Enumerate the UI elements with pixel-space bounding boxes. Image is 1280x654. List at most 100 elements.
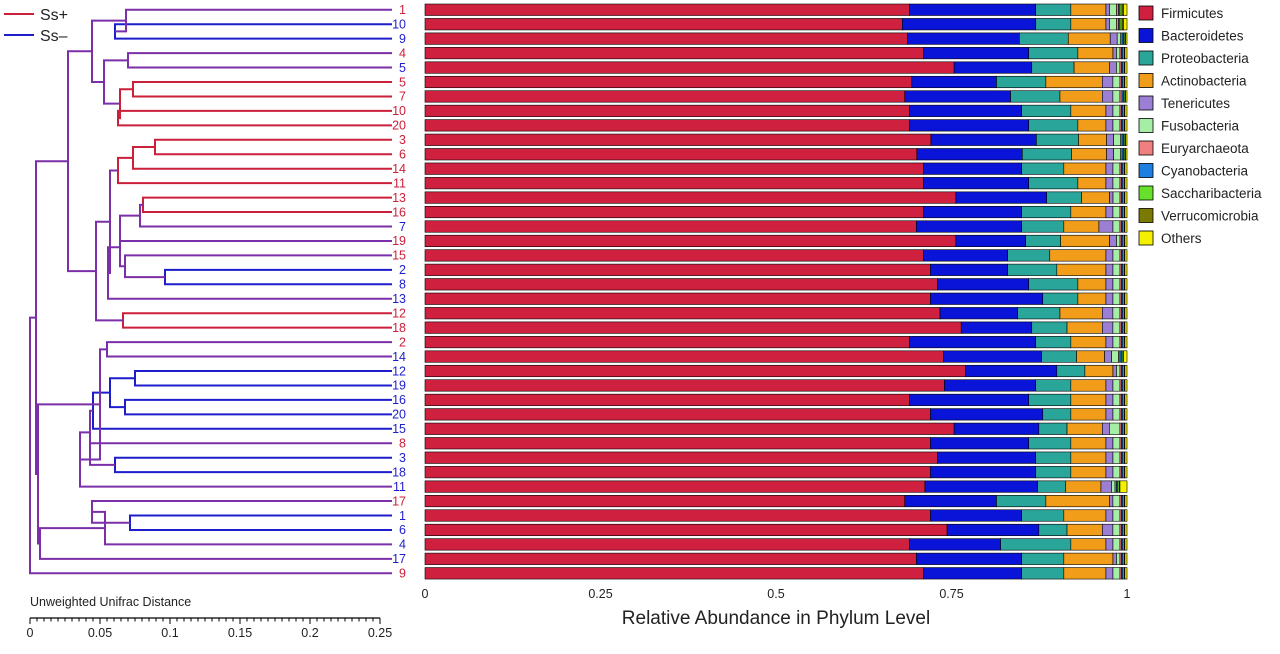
bar-segment-firmicutes [424, 206, 924, 219]
sample-label: 5 [399, 75, 406, 89]
bar-segment-firmicutes [424, 350, 944, 363]
bar-segment-others [1124, 538, 1128, 551]
x-axis-label: Relative Abundance in Phylum Level [622, 608, 930, 629]
group-legend: Ss+ Ss– [4, 7, 68, 45]
bar-segment-tenericutes [1105, 249, 1114, 262]
tree-branch [117, 156, 392, 185]
bar-row [424, 18, 1128, 31]
sample-label: 13 [392, 191, 406, 205]
bar-segment-others [1124, 422, 1128, 435]
bar-segment-fusobacteria [1112, 567, 1121, 580]
bar-row [424, 104, 1128, 117]
bar-row [424, 437, 1128, 450]
bar-segment-others [1124, 177, 1128, 190]
bar-row [424, 263, 1128, 276]
bar-segment-actinobacteria [1070, 451, 1107, 464]
bar-segment-fusobacteria [1109, 18, 1117, 31]
bar-segment-tenericutes [1105, 451, 1114, 464]
tree-branch [91, 19, 126, 83]
bar-segment-fusobacteria [1112, 220, 1121, 233]
bar-segment-firmicutes [424, 220, 917, 233]
legend-item: Proteobacteria [1138, 50, 1249, 66]
bar-segment-fusobacteria [1112, 90, 1121, 103]
tree-branch [117, 109, 392, 127]
bar-segment-fusobacteria [1112, 177, 1121, 190]
tree-node [29, 316, 392, 575]
bar-segment-bacteroidetes [930, 133, 1037, 146]
legend-item: Euryarchaeota [1138, 140, 1249, 156]
bar-segment-actinobacteria [1070, 466, 1107, 479]
bar-segment-proteobacteria [1021, 104, 1072, 117]
tree-branch [29, 316, 392, 575]
tree-branch [132, 146, 392, 170]
bar-segment-fusobacteria [1111, 480, 1116, 493]
bar-segment-proteobacteria [1007, 263, 1058, 276]
sample-label: 2 [399, 335, 406, 349]
tree-branch [89, 409, 93, 455]
tree-branch [92, 391, 392, 430]
bar-segment-others [1124, 206, 1128, 219]
bar-row [424, 451, 1128, 464]
bar-segment-others [1124, 364, 1128, 378]
bar-segment-tenericutes [1109, 234, 1117, 247]
tree-node [95, 220, 123, 322]
bar-segment-fusobacteria [1113, 148, 1121, 161]
legend-label: Tenericutes [1161, 96, 1230, 111]
bar-row [424, 278, 1128, 291]
bar-segment-fusobacteria [1112, 191, 1121, 204]
tree-node [109, 377, 135, 409]
bar-segment-firmicutes [424, 18, 903, 31]
bar-segment-actinobacteria [1070, 336, 1107, 349]
bar-segment-actinobacteria [1070, 379, 1107, 392]
bar-row [424, 336, 1128, 349]
bar-segment-tenericutes [1105, 567, 1114, 580]
bar-segment-fusobacteria [1112, 466, 1121, 479]
bar-segment-bacteroidetes [946, 523, 1040, 537]
tree-node [119, 214, 392, 242]
tree-branch [142, 196, 392, 214]
bar-row [424, 90, 1128, 103]
bar-segment-bacteroidetes [930, 509, 1023, 522]
bar-segment-actinobacteria [1070, 18, 1107, 31]
bar-segment-bacteroidetes [907, 32, 1020, 45]
bar-segment-firmicutes [424, 538, 910, 551]
x-tick-label: 0 [422, 587, 429, 601]
bar-row [424, 177, 1128, 190]
bar-row [424, 350, 1128, 363]
bar-segment-bacteroidetes [953, 422, 1040, 435]
bar-segment-bacteroidetes [923, 47, 1030, 60]
bar-segment-proteobacteria [1021, 162, 1065, 175]
sample-label: 11 [393, 176, 406, 190]
tree-branch [91, 500, 392, 524]
bar-segment-others [1124, 509, 1128, 522]
bar-segment-others [1125, 133, 1128, 146]
tree-branch [122, 312, 392, 329]
bar-segment-bacteroidetes [909, 336, 1037, 349]
bar-row [424, 393, 1128, 406]
tree-node [122, 312, 392, 329]
bar-segment-firmicutes [424, 249, 924, 262]
bar-segment-actinobacteria [1066, 422, 1103, 435]
sample-label: 6 [399, 148, 406, 162]
bar-segment-bacteroidetes [909, 393, 1030, 406]
tree-axis-tick-label: 0.05 [88, 626, 112, 640]
tree-node [132, 146, 392, 170]
bar-segment-firmicutes [424, 191, 957, 204]
bar-segment-bacteroidetes [909, 104, 1023, 117]
tree-node [132, 81, 392, 98]
bar-segment-actinobacteria [1059, 307, 1103, 320]
bar-segment-fusobacteria [1112, 336, 1121, 349]
bar-segment-firmicutes [424, 104, 910, 117]
bar-segment-bacteroidetes [911, 75, 997, 89]
bar-segment-tenericutes [1112, 47, 1117, 60]
group-legend-label: Ss+ [40, 7, 68, 24]
bar-segment-firmicutes [424, 422, 955, 435]
bar-segment-others [1124, 263, 1128, 276]
tree-node [39, 527, 392, 560]
bar-segment-fusobacteria [1112, 494, 1121, 508]
bar-segment-bacteroidetes [916, 148, 1023, 161]
bar-segment-proteobacteria [1031, 321, 1068, 334]
bar-segment-actinobacteria [1081, 191, 1110, 204]
bar-segment-bacteroidetes [944, 379, 1037, 392]
